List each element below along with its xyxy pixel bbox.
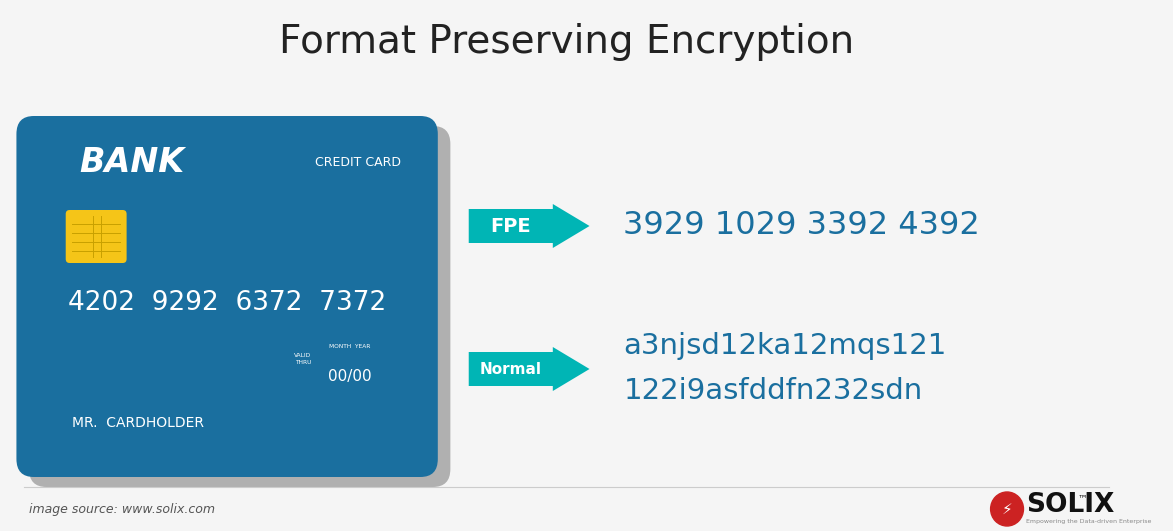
- Text: Format Preserving Encryption: Format Preserving Encryption: [279, 23, 854, 61]
- Text: SOLIX: SOLIX: [1026, 492, 1114, 518]
- Text: MONTH  YEAR: MONTH YEAR: [330, 344, 371, 349]
- Text: 4202  9292  6372  7372: 4202 9292 6372 7372: [68, 290, 386, 316]
- FancyBboxPatch shape: [29, 126, 450, 487]
- Text: 00/00: 00/00: [328, 369, 372, 384]
- Text: Normal: Normal: [480, 362, 542, 376]
- FancyArrow shape: [469, 347, 590, 391]
- FancyBboxPatch shape: [66, 210, 127, 263]
- Text: MR.  CARDHOLDER: MR. CARDHOLDER: [73, 416, 204, 430]
- Text: BANK: BANK: [80, 147, 184, 179]
- FancyBboxPatch shape: [16, 116, 438, 477]
- Text: a3njsd12ka12mqs121: a3njsd12ka12mqs121: [623, 332, 947, 360]
- Text: 122i9asfddfn232sdn: 122i9asfddfn232sdn: [623, 377, 923, 405]
- Text: image source: www.solix.com: image source: www.solix.com: [29, 502, 215, 516]
- Circle shape: [991, 492, 1024, 526]
- Text: Empowering the Data-driven Enterprise: Empowering the Data-driven Enterprise: [1026, 518, 1152, 524]
- FancyArrow shape: [469, 204, 590, 248]
- Text: CREDIT CARD: CREDIT CARD: [316, 157, 401, 169]
- Text: ™: ™: [1078, 493, 1087, 503]
- Text: 3929 1029 3392 4392: 3929 1029 3392 4392: [623, 210, 981, 242]
- Text: FPE: FPE: [490, 217, 531, 236]
- Text: VALID
THRU: VALID THRU: [294, 354, 311, 365]
- Text: ⚡: ⚡: [1002, 501, 1012, 517]
